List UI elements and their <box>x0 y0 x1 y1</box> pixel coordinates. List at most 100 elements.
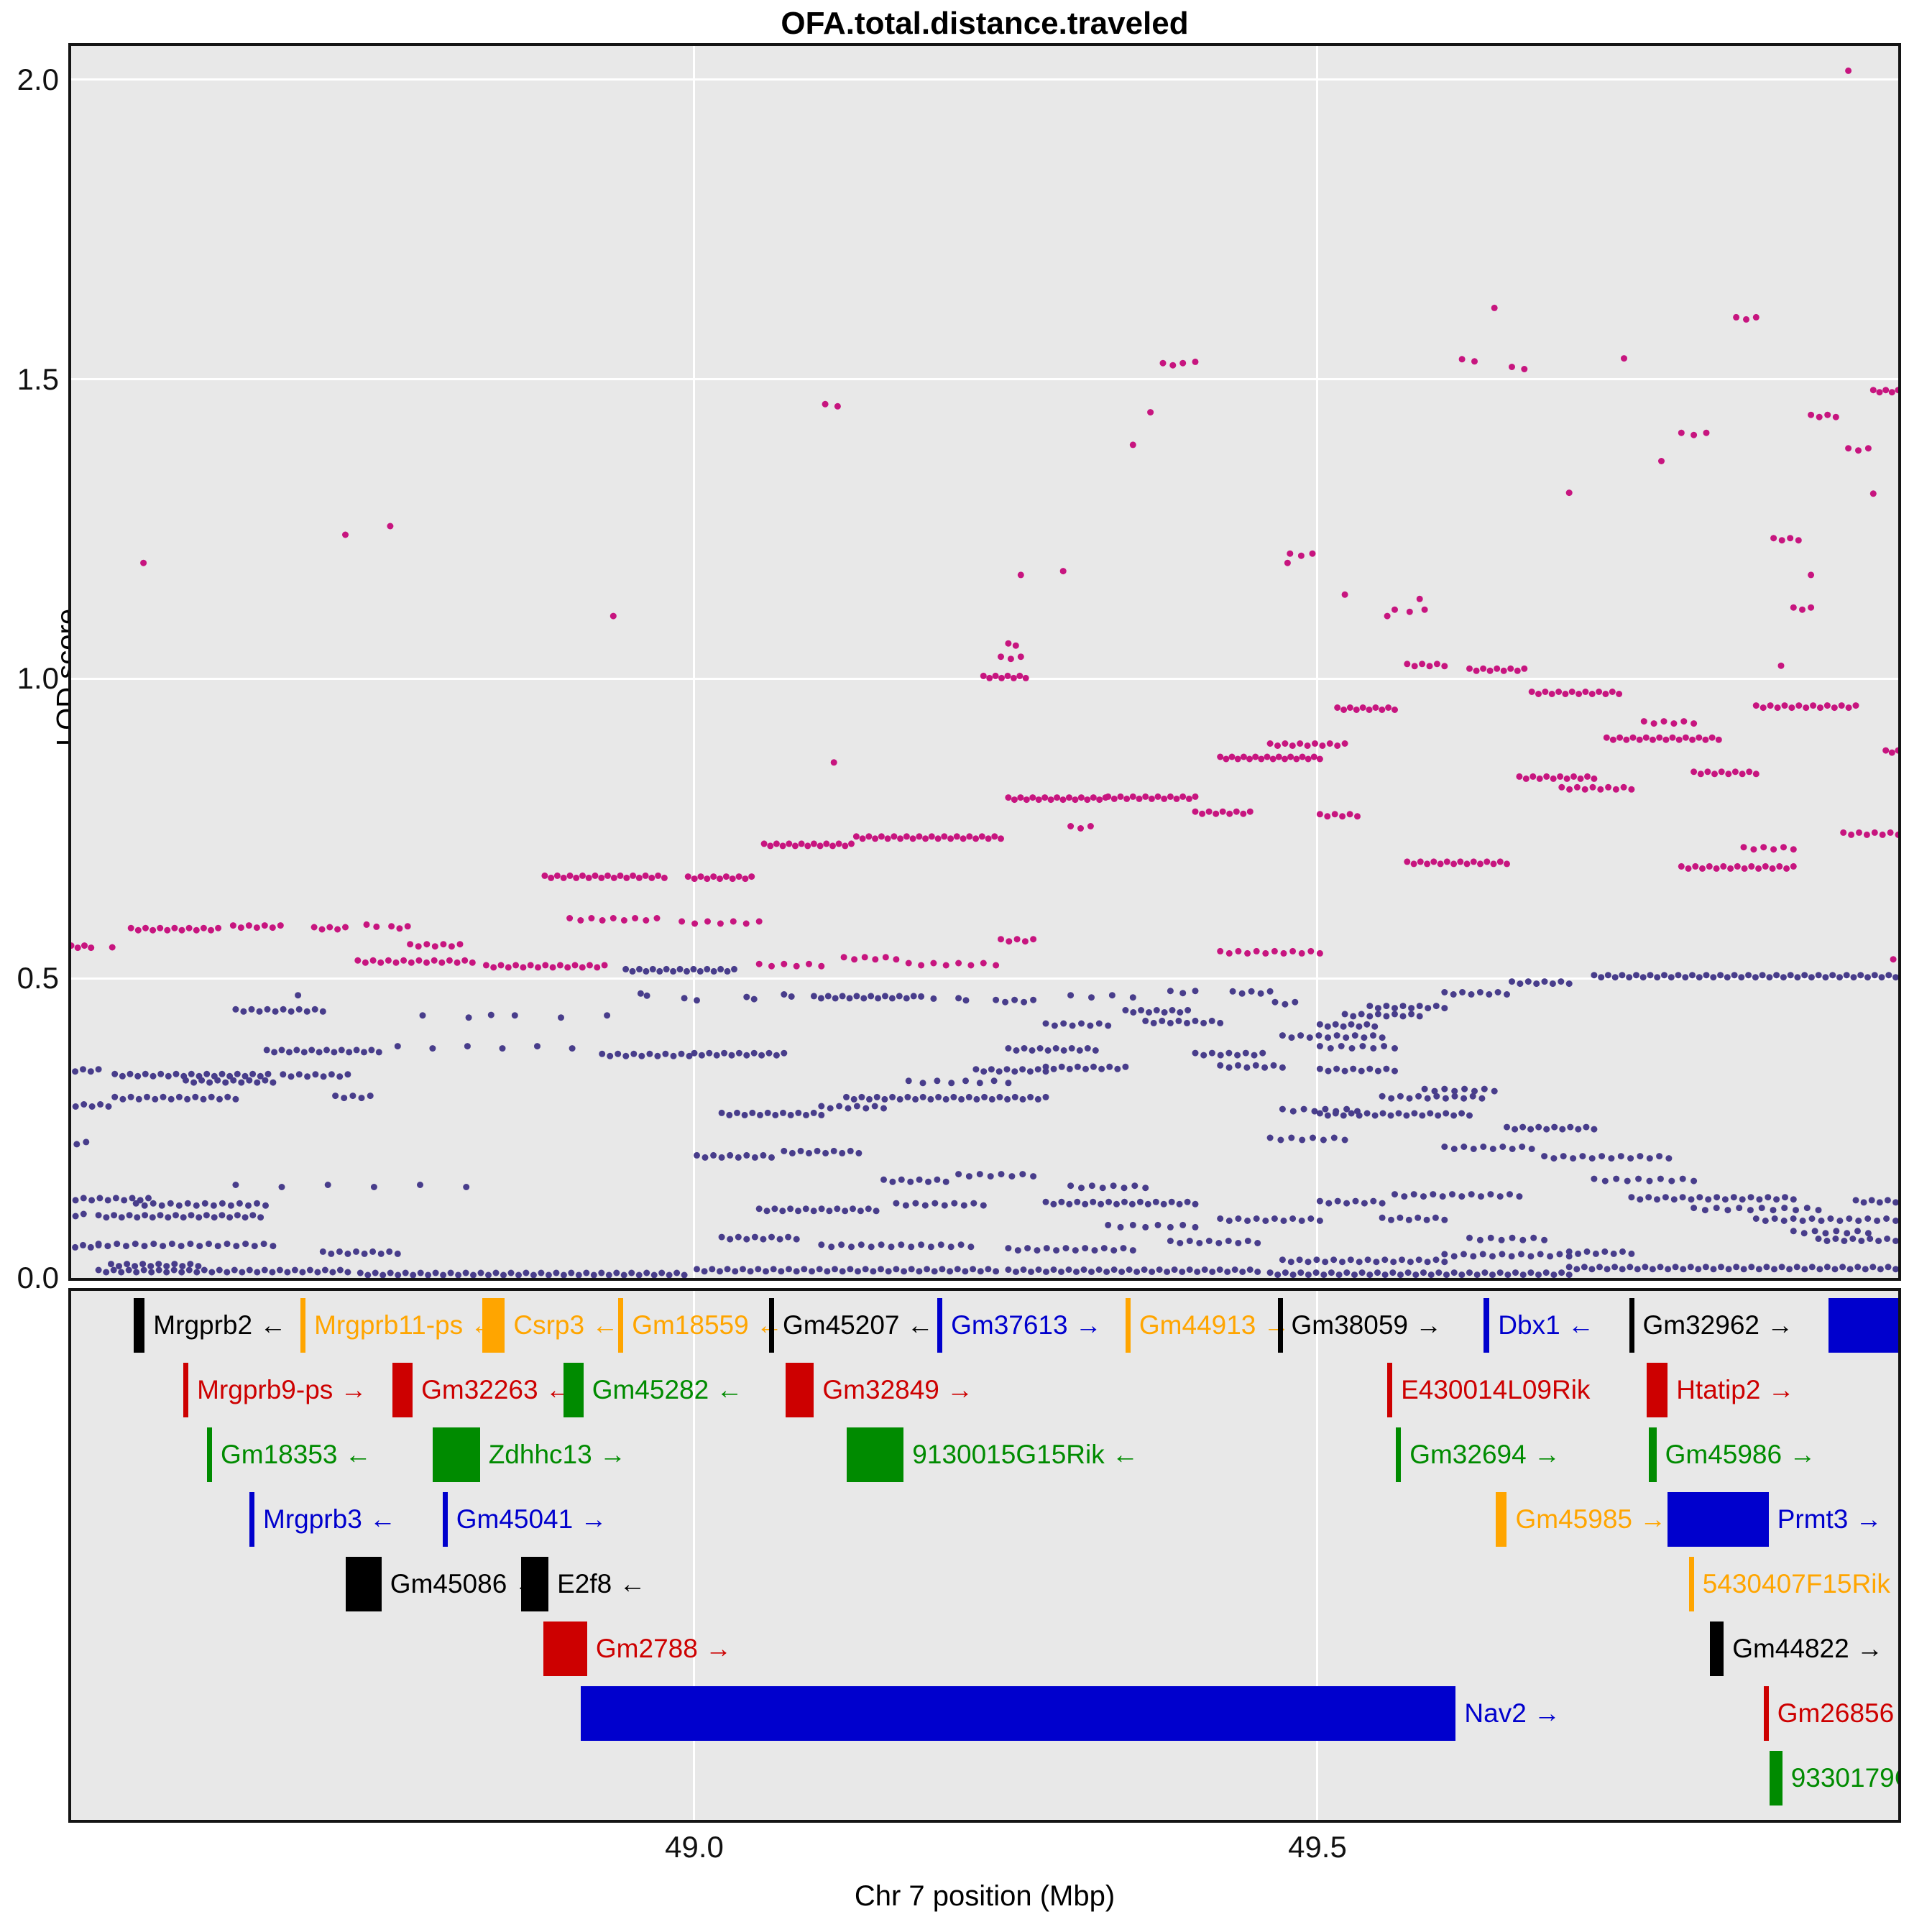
snp-point-snp-lod-low <box>1527 1253 1535 1260</box>
snp-point-snp-lod-high <box>1522 775 1530 782</box>
snp-point-snp-lod-low <box>970 1200 978 1207</box>
snp-point-snp-lod-low <box>850 1095 857 1103</box>
snp-point-snp-lod-low <box>1352 1197 1359 1205</box>
snp-point-snp-lod-low <box>1044 1047 1052 1054</box>
snp-point-snp-lod-high <box>1471 358 1478 365</box>
snp-point-snp-lod-high <box>1810 702 1817 709</box>
snp-point-snp-lod-low <box>1565 980 1573 988</box>
snp-point-snp-lod-low <box>907 1178 914 1185</box>
snp-point-snp-lod-low <box>1026 1068 1034 1075</box>
snp-point-snp-lod-low <box>160 1093 167 1100</box>
snp-point-snp-lod-low <box>1646 1177 1653 1184</box>
snp-point-snp-lod-low <box>1443 1110 1450 1117</box>
snp-point-snp-lod-high <box>1217 753 1224 760</box>
snp-point-snp-lod-high <box>1895 747 1898 754</box>
snp-point-snp-lod-low <box>104 1197 111 1204</box>
snp-point-snp-lod-low <box>1002 998 1009 1006</box>
snp-point-snp-lod-low <box>201 1266 208 1274</box>
snp-point-snp-lod-low <box>1167 1238 1174 1244</box>
snp-point-snp-lod-low <box>638 1052 645 1059</box>
snp-point-snp-lod-high <box>1226 810 1233 817</box>
snp-point-snp-lod-high <box>986 674 993 681</box>
snp-point-snp-lod-low <box>1058 1198 1065 1205</box>
snp-point-snp-lod-low <box>1411 1110 1418 1117</box>
snp-point-snp-lod-low <box>1208 1049 1215 1057</box>
snp-point-snp-lod-low <box>941 1202 948 1209</box>
snp-point-snp-lod-low <box>1270 1062 1277 1069</box>
plot-title: OFA.total.distance.traveled <box>781 6 1189 41</box>
snp-point-snp-lod-low <box>1192 1200 1199 1208</box>
snp-point-snp-lod-high <box>1473 667 1480 674</box>
snp-point-snp-lod-low <box>338 1046 345 1054</box>
snp-point-snp-lod-high <box>1795 702 1803 709</box>
snp-point-snp-lod-low <box>973 1095 980 1103</box>
snp-point-snp-lod-high <box>1289 947 1297 954</box>
snp-point-snp-lod-low <box>1279 1105 1286 1113</box>
snp-point-snp-lod-low <box>372 1269 379 1276</box>
snp-point-snp-lod-high <box>1628 786 1635 793</box>
snp-point-snp-lod-low <box>793 1236 800 1243</box>
gene-bar-E430014L09Rik <box>1387 1363 1393 1417</box>
snp-point-snp-lod-low <box>87 1068 94 1075</box>
snp-point-snp-lod-low <box>1186 1238 1193 1244</box>
scatter-svg <box>71 67 1898 1278</box>
snp-point-snp-lod-high <box>1417 858 1424 865</box>
snp-point-snp-lod-low <box>88 1197 96 1204</box>
gene-bar-Gm32694 <box>1396 1427 1402 1482</box>
snp-point-snp-lod-high <box>1588 691 1596 697</box>
snp-point-snp-lod-high <box>635 874 643 881</box>
snp-point-snp-lod-low <box>698 1052 705 1059</box>
snp-point-snp-lod-high <box>1457 858 1464 865</box>
snp-point-snp-lod-low <box>1443 1271 1450 1278</box>
snp-point-snp-lod-low <box>772 1111 779 1118</box>
snp-point-snp-lod-high <box>354 957 362 964</box>
snp-point-snp-lod-low <box>1626 974 1633 981</box>
snp-point-snp-lod-high <box>1808 571 1815 579</box>
snp-point-snp-lod-low <box>1142 1184 1149 1192</box>
snp-point-snp-lod-low <box>717 965 724 972</box>
snp-point-snp-lod-low <box>873 1093 880 1100</box>
snp-point-snp-lod-high <box>1589 783 1596 791</box>
snp-point-snp-lod-high <box>407 941 414 948</box>
snp-point-snp-lod-low <box>1231 1266 1238 1273</box>
snp-point-snp-lod-low <box>328 1250 335 1257</box>
snp-point-snp-lod-low <box>238 1079 245 1086</box>
snp-point-snp-lod-low <box>848 1243 855 1251</box>
snp-point-snp-lod-high <box>1799 606 1806 613</box>
snp-point-snp-lod-high <box>277 922 284 929</box>
snp-point-snp-lod-low <box>1082 1245 1089 1252</box>
snp-point-snp-lod-low <box>740 1266 746 1273</box>
snp-point-snp-lod-low <box>1282 1000 1289 1008</box>
gene-label-Gm45041: Gm45041 → <box>456 1504 607 1534</box>
snp-point-snp-lod-low <box>1036 1045 1044 1052</box>
snp-point-snp-lod-low <box>635 1271 643 1278</box>
snp-point-snp-lod-low <box>1489 1253 1496 1260</box>
snp-point-snp-lod-low <box>1100 1245 1108 1252</box>
snp-point-snp-lod-low <box>1122 1063 1129 1070</box>
gene-bar-9130015G15Rik <box>846 1427 904 1482</box>
snp-point-snp-lod-low <box>1439 1193 1446 1200</box>
snp-point-snp-lod-high <box>1312 740 1318 747</box>
snp-point-snp-lod-low <box>142 1070 149 1077</box>
snp-point-snp-lod-low <box>771 1205 778 1213</box>
snp-point-snp-lod-low <box>1072 1247 1079 1254</box>
snp-point-snp-lod-low <box>710 1151 717 1159</box>
snp-point-snp-lod-low <box>1829 972 1836 979</box>
snp-point-snp-lod-high <box>1855 447 1862 454</box>
snp-point-snp-lod-low <box>1441 1251 1448 1258</box>
snp-point-snp-lod-low <box>1885 1264 1892 1271</box>
snp-point-snp-lod-high <box>834 402 841 410</box>
snp-point-snp-lod-high <box>1136 795 1143 802</box>
snp-point-snp-lod-high <box>1228 753 1236 760</box>
snp-point-snp-lod-low <box>1024 1245 1031 1252</box>
snp-point-snp-lod-high <box>1577 775 1584 782</box>
snp-point-snp-lod-high <box>1609 736 1616 743</box>
snp-point-snp-lod-low <box>260 1241 267 1248</box>
snp-point-snp-lod-high <box>142 924 149 932</box>
snp-point-snp-lod-low <box>1499 1144 1506 1150</box>
gene-label-Gm45207: Gm45207 ← <box>783 1310 934 1340</box>
snp-point-snp-lod-low <box>1647 972 1654 979</box>
snp-point-snp-lod-low <box>1771 1266 1777 1273</box>
snp-point-snp-lod-high <box>1240 753 1247 760</box>
snp-point-snp-lod-low <box>773 1052 780 1059</box>
